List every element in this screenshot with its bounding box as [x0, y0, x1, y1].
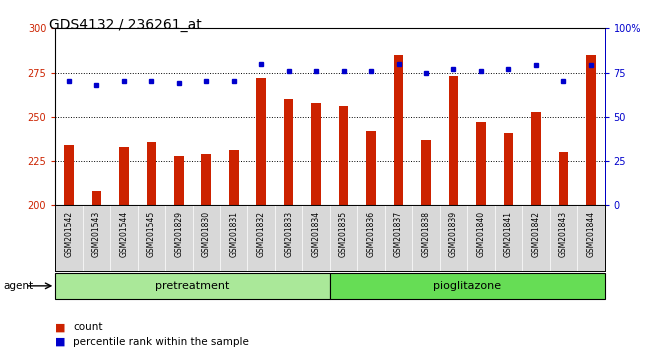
Text: GSM201837: GSM201837 [394, 211, 403, 257]
Bar [586, 55, 595, 205]
Text: GSM201545: GSM201545 [147, 211, 156, 257]
Bar [174, 156, 184, 205]
Bar [394, 55, 404, 205]
Text: GSM201831: GSM201831 [229, 211, 239, 257]
Bar [339, 106, 348, 205]
Text: GSM201834: GSM201834 [311, 211, 320, 257]
Bar [531, 112, 541, 205]
Bar [558, 152, 568, 205]
Bar [119, 147, 129, 205]
Text: ■: ■ [55, 337, 66, 347]
Bar [421, 140, 431, 205]
Bar [256, 78, 266, 205]
Bar [64, 145, 74, 205]
Text: GSM201543: GSM201543 [92, 211, 101, 257]
Text: GSM201841: GSM201841 [504, 211, 513, 257]
Bar [202, 154, 211, 205]
Text: GSM201842: GSM201842 [531, 211, 540, 257]
Bar [448, 76, 458, 205]
Bar [284, 99, 294, 205]
Bar [476, 122, 486, 205]
Text: GDS4132 / 236261_at: GDS4132 / 236261_at [49, 18, 202, 32]
Bar [366, 131, 376, 205]
Text: GSM201836: GSM201836 [367, 211, 376, 257]
Bar [311, 103, 321, 205]
Bar [229, 150, 239, 205]
Bar [92, 191, 101, 205]
Text: percentile rank within the sample: percentile rank within the sample [73, 337, 250, 347]
Text: agent: agent [3, 281, 33, 291]
Text: GSM201843: GSM201843 [559, 211, 568, 257]
Text: GSM201844: GSM201844 [586, 211, 595, 257]
Text: GSM201830: GSM201830 [202, 211, 211, 257]
Text: GSM201833: GSM201833 [284, 211, 293, 257]
FancyBboxPatch shape [330, 273, 604, 299]
Text: pioglitazone: pioglitazone [433, 281, 501, 291]
Text: GSM201835: GSM201835 [339, 211, 348, 257]
Text: GSM201839: GSM201839 [449, 211, 458, 257]
Text: GSM201829: GSM201829 [174, 211, 183, 257]
FancyBboxPatch shape [55, 273, 330, 299]
Text: ■: ■ [55, 322, 66, 332]
Bar [504, 133, 514, 205]
Text: GSM201840: GSM201840 [476, 211, 486, 257]
Text: GSM201832: GSM201832 [257, 211, 266, 257]
Text: GSM201838: GSM201838 [421, 211, 430, 257]
Bar [146, 142, 156, 205]
Text: pretreatment: pretreatment [155, 281, 229, 291]
Text: GSM201544: GSM201544 [120, 211, 129, 257]
Text: count: count [73, 322, 103, 332]
Text: GSM201542: GSM201542 [64, 211, 73, 257]
